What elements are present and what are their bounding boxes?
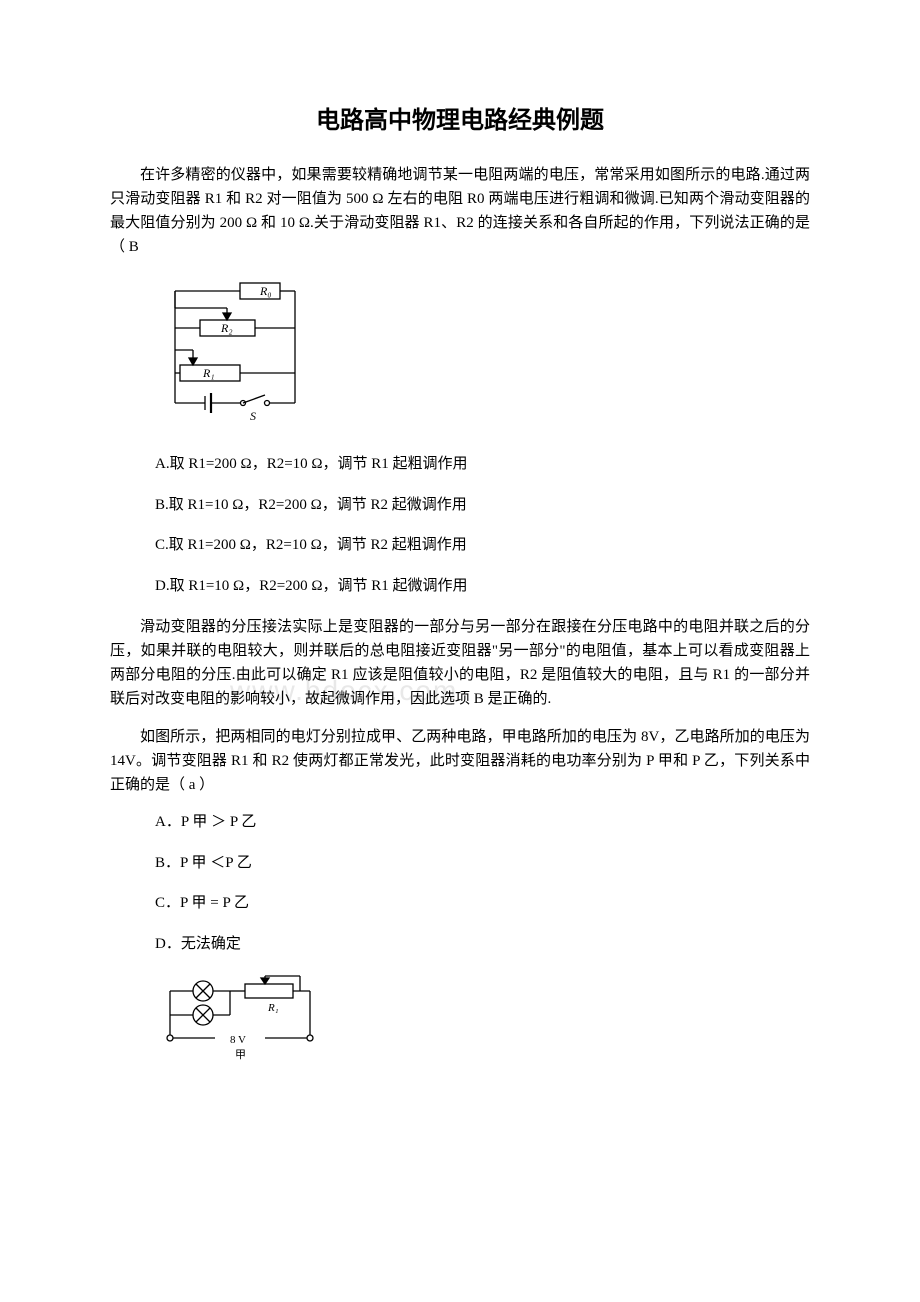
problem1-option-d: D.取 R1=10 Ω，R2=200 Ω，调节 R1 起微调作用 <box>155 575 810 598</box>
r2-label: R₂ <box>220 321 233 335</box>
circuit-diagram-1: R₀ R₂ R₁ S <box>155 273 315 428</box>
problem2-option-c: C．P 甲 = P 乙 <box>155 892 810 915</box>
problem1-option-a: A.取 R1=200 Ω，R2=10 Ω，调节 R1 起粗调作用 <box>155 453 810 476</box>
problem1-option-b: B.取 R1=10 Ω，R2=200 Ω，调节 R2 起微调作用 <box>155 494 810 517</box>
voltage-label: 8 V <box>230 1034 246 1046</box>
r1-label-2: R₁ <box>267 1002 279 1014</box>
r1-label: R₁ <box>202 366 215 380</box>
problem2-option-a: A．P 甲 ＞ P 乙 <box>155 811 810 834</box>
problem1-option-c: C.取 R1=200 Ω，R2=10 Ω，调节 R2 起粗调作用 <box>155 534 810 557</box>
problem2-intro: 如图所示，把两相同的电灯分别拉成甲、乙两种电路，甲电路所加的电压为 8V，乙电路… <box>110 725 810 797</box>
r0-label: R₀ <box>259 284 272 298</box>
circuit-diagram-2: R₁ 8 V 甲 <box>155 973 320 1073</box>
problem2-option-d: D．无法确定 <box>155 933 810 956</box>
circuit-name-label: 甲 <box>235 1049 246 1061</box>
problem1-explanation: 滑动变阻器的分压接法实际上是变阻器的一部分与另一部分在跟接在分压电路中的电阻并联… <box>110 615 810 711</box>
page-title: 电路高中物理电路经典例题 <box>110 100 810 135</box>
problem2-option-b: B．P 甲 ＜P 乙 <box>155 852 810 875</box>
problem1-intro: 在许多精密的仪器中，如果需要较精确地调节某一电阻两端的电压，常常采用如图所示的电… <box>110 163 810 259</box>
problem2-circuit-figure: R₁ 8 V 甲 <box>155 973 810 1078</box>
problem1-circuit-figure: R₀ R₂ R₁ S <box>155 273 810 433</box>
s-label: S <box>250 409 256 423</box>
